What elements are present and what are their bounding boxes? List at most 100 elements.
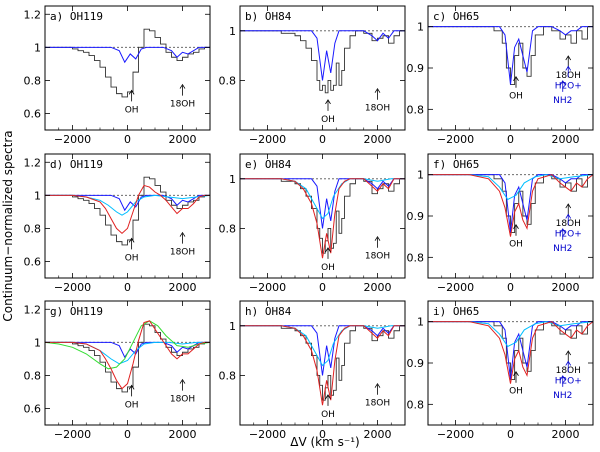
arrow-head — [513, 370, 519, 376]
annotation-arrow — [325, 394, 331, 406]
annotation-label: 18OH — [365, 252, 390, 262]
x-tick-label: 2000 — [364, 428, 392, 441]
x-tick-label: −2000 — [249, 428, 286, 441]
series-group — [240, 325, 405, 406]
y-tick-label: 1 — [229, 320, 236, 333]
x-tick-label: 0 — [124, 133, 131, 146]
arrow-head — [559, 80, 566, 86]
x-axis-title: ΔV (km s⁻¹) — [290, 435, 359, 449]
panel-2: −2000 0 2000 0.8 1 b) OH84 OH 18OH — [219, 5, 406, 146]
arrow-head — [128, 89, 135, 95]
x-tick-label: 0 — [124, 281, 131, 294]
panels: −2000 0 2000 0.6 0.8 1 1.2 a) OH119 OH 18OH −2000 0… — [24, 5, 594, 441]
x-tick-label: −2000 — [249, 133, 286, 146]
series-observed — [45, 323, 210, 393]
arrow-head — [513, 223, 519, 229]
series-model-inflow — [45, 320, 210, 370]
arrow-head — [374, 382, 381, 388]
arrow-head — [565, 360, 572, 366]
y-tick-label: 0.6 — [24, 402, 42, 415]
annotation-label: 18OH — [365, 104, 390, 114]
annotation-label: 18OH — [170, 248, 195, 258]
annotation-arrow — [128, 89, 135, 102]
panel-title: a) OH119 — [50, 10, 103, 23]
series-model-OH — [45, 46, 210, 64]
annotation-label: NH2 — [553, 391, 572, 401]
annotation-label: OH — [509, 240, 523, 250]
arrow-head — [179, 378, 186, 384]
series-observed — [428, 26, 593, 85]
annotation-label: OH — [125, 400, 139, 410]
y-tick-label: 1.2 — [24, 8, 42, 21]
annotation-arrow — [374, 382, 381, 395]
annotation-arrow — [559, 228, 566, 240]
arrow-head — [325, 247, 331, 253]
annotation-arrow — [513, 370, 519, 383]
y-tick-label: 1 — [417, 21, 424, 34]
annotation-label: OH — [125, 253, 139, 263]
annotation-arrow — [559, 375, 566, 387]
annotation-label: NH2 — [553, 244, 572, 254]
y-tick-label: 0.9 — [407, 210, 425, 223]
annotation-label: H2O+ — [555, 376, 582, 386]
x-tick-label: 0 — [319, 133, 326, 146]
annotation-arrow — [565, 350, 572, 363]
x-tick-label: −2000 — [54, 281, 91, 294]
panel-7: −2000 0 2000 0.6 0.8 1 1.2 g) OH119 OH 18OH — [24, 300, 211, 441]
annotation-arrow — [325, 99, 331, 111]
arrow-head — [179, 83, 186, 89]
annotation-arrow — [374, 235, 381, 248]
series-group — [240, 178, 405, 259]
series-model-total — [240, 178, 405, 259]
y-tick-label: 0.8 — [407, 398, 425, 411]
panel-title: b) OH84 — [245, 10, 292, 23]
series-observed — [45, 28, 210, 98]
arrow-head — [559, 228, 566, 234]
series-model-OH — [45, 194, 210, 212]
annotation-label: 18OH — [170, 395, 195, 405]
annotation-arrow — [128, 237, 135, 250]
x-tick-label: 0 — [507, 281, 514, 294]
y-tick-label: 0.8 — [407, 251, 425, 264]
annotation-label: OH — [125, 105, 139, 115]
x-tick-label: 0 — [507, 428, 514, 441]
series-model-total — [428, 174, 593, 237]
x-tick-label: 0 — [507, 133, 514, 146]
annotation-arrow — [565, 65, 572, 78]
arrow-head — [565, 55, 572, 61]
y-tick-label: 0.9 — [407, 62, 425, 75]
series-group — [45, 176, 210, 246]
series-group — [428, 174, 593, 237]
x-tick-label: 0 — [124, 428, 131, 441]
arrow-head — [374, 87, 381, 93]
y-tick-label: 1 — [229, 25, 236, 38]
series-model-outflow — [428, 321, 593, 348]
y-tick-label: 1 — [34, 336, 41, 349]
y-tick-label: 1 — [229, 173, 236, 186]
y-tick-label: 0.6 — [24, 255, 42, 268]
x-tick-label: 2000 — [169, 133, 197, 146]
series-observed — [428, 321, 593, 380]
arrow-head — [128, 384, 135, 390]
y-tick-label: 0.8 — [219, 222, 237, 235]
arrow-head — [325, 394, 331, 400]
y-tick-label: 1 — [417, 169, 424, 182]
series-model-OH — [240, 30, 405, 81]
series-model-OH — [240, 178, 405, 229]
annotation-label: OH — [509, 387, 523, 397]
annotation-arrow — [179, 83, 186, 96]
x-tick-label: 0 — [319, 428, 326, 441]
panel-title: d) OH119 — [50, 158, 103, 171]
y-tick-label: 0.8 — [24, 222, 42, 235]
panel-title: c) OH65 — [433, 10, 479, 23]
arrow-head — [325, 99, 331, 105]
arrow-head — [565, 203, 572, 209]
arrow-head — [565, 213, 572, 219]
annotation-label: OH — [321, 263, 335, 273]
x-tick-label: −2000 — [437, 428, 474, 441]
y-tick-label: 1 — [417, 316, 424, 329]
y-tick-label: 1.2 — [24, 156, 42, 169]
series-observed — [240, 178, 405, 254]
y-tick-label: 0.8 — [24, 74, 42, 87]
